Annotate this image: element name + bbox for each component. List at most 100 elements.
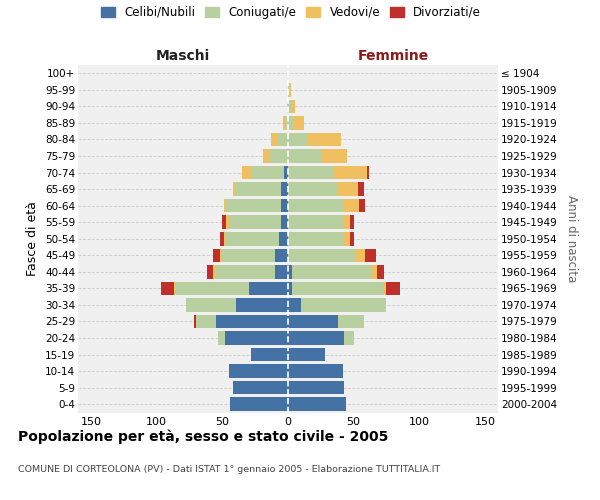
Y-axis label: Anni di nascita: Anni di nascita	[565, 195, 578, 282]
Bar	[251, 348, 288, 362]
Text: Femmine: Femmine	[358, 48, 428, 62]
Bar	[288, 199, 343, 212]
Bar	[288, 166, 334, 179]
Text: Popolazione per età, sesso e stato civile - 2005: Popolazione per età, sesso e stato civil…	[18, 430, 388, 444]
Bar	[350, 232, 353, 245]
Bar	[288, 149, 321, 163]
Bar	[230, 398, 288, 411]
Bar	[301, 298, 386, 312]
Bar	[288, 398, 346, 411]
Bar	[358, 182, 364, 196]
Bar	[288, 248, 356, 262]
Bar	[176, 282, 248, 295]
Bar	[288, 314, 338, 328]
Bar	[225, 332, 288, 345]
Bar	[224, 232, 226, 245]
Bar	[269, 149, 288, 163]
Bar	[288, 282, 292, 295]
Bar	[174, 282, 176, 295]
Bar	[334, 166, 367, 179]
Bar	[220, 232, 224, 245]
Bar	[193, 314, 196, 328]
Bar	[161, 282, 174, 295]
Bar	[233, 381, 288, 394]
Bar	[289, 83, 290, 96]
Bar	[292, 265, 371, 278]
Bar	[226, 216, 229, 229]
Bar	[343, 216, 350, 229]
Bar	[359, 199, 365, 212]
Bar	[224, 199, 226, 212]
Bar	[226, 232, 279, 245]
Bar	[290, 100, 295, 113]
Bar	[343, 199, 359, 212]
Bar	[283, 116, 286, 130]
Bar	[365, 248, 376, 262]
Bar	[220, 248, 223, 262]
Bar	[277, 132, 288, 146]
Bar	[292, 282, 384, 295]
Bar	[235, 298, 288, 312]
Bar	[223, 248, 275, 262]
Bar	[308, 132, 341, 146]
Bar	[263, 149, 269, 163]
Bar	[288, 265, 292, 278]
Bar	[284, 166, 288, 179]
Bar	[206, 265, 213, 278]
Bar	[338, 314, 364, 328]
Bar	[288, 116, 293, 130]
Bar	[229, 364, 288, 378]
Bar	[288, 381, 344, 394]
Bar	[223, 216, 226, 229]
Text: COMUNE DI CORTEOLONA (PV) - Dati ISTAT 1° gennaio 2005 - Elaborazione TUTTITALIA: COMUNE DI CORTEOLONA (PV) - Dati ISTAT 1…	[18, 465, 440, 474]
Bar	[288, 332, 344, 345]
Bar	[288, 348, 325, 362]
Bar	[288, 216, 343, 229]
Bar	[218, 332, 225, 345]
Bar	[216, 314, 288, 328]
Bar	[196, 314, 216, 328]
Bar	[288, 298, 301, 312]
Bar	[377, 265, 384, 278]
Bar	[279, 232, 288, 245]
Bar	[288, 132, 308, 146]
Y-axis label: Fasce di età: Fasce di età	[26, 202, 40, 276]
Bar	[350, 216, 353, 229]
Bar	[338, 182, 358, 196]
Bar	[384, 282, 386, 295]
Bar	[287, 100, 288, 113]
Bar	[275, 248, 288, 262]
Bar	[213, 265, 216, 278]
Bar	[242, 166, 251, 179]
Bar	[321, 149, 347, 163]
Bar	[251, 166, 284, 179]
Legend: Celibi/Nubili, Coniugati/e, Vedovi/e, Divorziati/e: Celibi/Nubili, Coniugati/e, Vedovi/e, Di…	[101, 6, 481, 19]
Bar	[288, 100, 290, 113]
Bar	[344, 332, 353, 345]
Bar	[288, 83, 289, 96]
Bar	[356, 248, 365, 262]
Bar	[229, 216, 281, 229]
Bar	[367, 166, 370, 179]
Bar	[371, 265, 377, 278]
Bar	[235, 182, 281, 196]
Bar	[286, 116, 288, 130]
Bar	[226, 199, 281, 212]
Bar	[288, 232, 343, 245]
Bar	[213, 248, 220, 262]
Bar	[288, 364, 343, 378]
Bar	[386, 282, 400, 295]
Text: Maschi: Maschi	[156, 48, 210, 62]
Bar	[233, 182, 235, 196]
Bar	[281, 216, 288, 229]
Bar	[185, 298, 235, 312]
Bar	[343, 232, 350, 245]
Bar	[271, 132, 277, 146]
Bar	[275, 265, 288, 278]
Bar	[248, 282, 288, 295]
Bar	[216, 265, 275, 278]
Bar	[288, 182, 338, 196]
Bar	[281, 182, 288, 196]
Bar	[293, 116, 304, 130]
Bar	[281, 199, 288, 212]
